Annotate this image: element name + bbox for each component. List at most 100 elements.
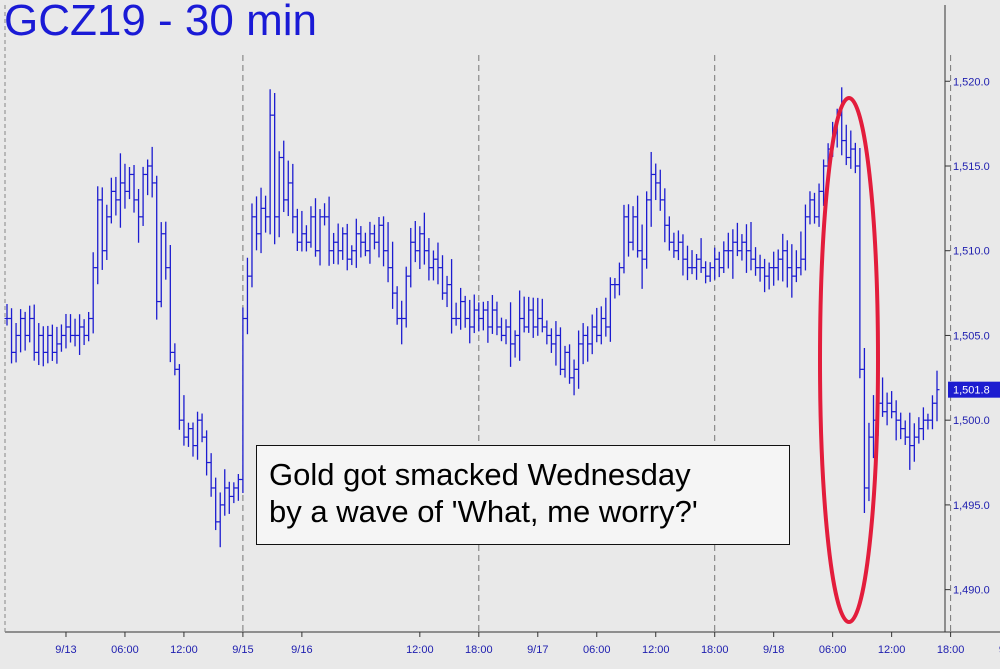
- price-bar: [562, 345, 568, 378]
- x-tick-label: 12:00: [406, 644, 434, 656]
- annotation-line-1: Gold got smacked Wednesday: [269, 457, 691, 492]
- price-bar: [861, 347, 867, 513]
- price-bar: [571, 359, 577, 396]
- price-bar: [430, 250, 436, 281]
- price-bar: [335, 223, 341, 265]
- price-bar: [812, 192, 818, 224]
- price-bar: [485, 300, 491, 343]
- price-bar: [371, 224, 377, 250]
- price-bar: [149, 146, 155, 198]
- y-tick-label: 1,520.0: [953, 76, 990, 88]
- price-bar: [81, 319, 87, 346]
- y-tick-label: 1,500.0: [953, 415, 990, 427]
- price-bar: [884, 392, 890, 426]
- price-bar: [440, 255, 446, 300]
- price-bar: [793, 250, 799, 283]
- price-bar: [784, 240, 790, 288]
- price-bar: [190, 422, 196, 457]
- x-tick-label: 12:00: [642, 644, 670, 656]
- price-bar: [594, 307, 600, 343]
- price-bar: [607, 277, 613, 342]
- price-bar: [739, 234, 745, 261]
- price-bar: [453, 302, 459, 326]
- price-bar: [381, 216, 387, 267]
- price-bar: [176, 364, 182, 430]
- price-bar: [517, 290, 523, 361]
- price-bar: [22, 311, 28, 351]
- price-bar: [58, 324, 64, 352]
- price-bar: [68, 314, 74, 343]
- price-bar: [557, 327, 563, 376]
- price-bar: [857, 147, 863, 379]
- price-bar: [18, 309, 24, 353]
- price-bar: [185, 422, 191, 447]
- price-bar: [449, 259, 455, 334]
- price-bar: [113, 176, 119, 216]
- price-bar: [104, 204, 110, 261]
- price-bar: [498, 317, 504, 342]
- price-bar: [925, 413, 931, 430]
- last-price-tag: [948, 381, 1000, 398]
- price-bar: [412, 220, 418, 263]
- price-bar: [553, 321, 559, 366]
- price-bar: [263, 195, 269, 233]
- price-bar: [40, 326, 46, 367]
- price-bar: [390, 241, 396, 309]
- price-bar: [689, 250, 695, 275]
- x-tick-label: 9/18: [763, 644, 784, 656]
- price-bar: [376, 217, 382, 258]
- price-bar: [317, 209, 323, 266]
- price-bar: [421, 212, 427, 265]
- price-bar: [798, 231, 804, 276]
- price-bar: [521, 296, 527, 333]
- price-bar: [662, 188, 668, 243]
- price-bar: [154, 175, 160, 320]
- price-bar: [222, 469, 228, 516]
- price-bar: [467, 299, 473, 344]
- price-bar: [181, 395, 187, 446]
- price-bar: [902, 420, 908, 445]
- price-bar: [331, 232, 337, 264]
- price-bar: [603, 297, 609, 337]
- price-bar: [589, 314, 595, 355]
- price-bar: [725, 232, 731, 269]
- price-bar: [775, 249, 781, 281]
- price-bar: [544, 320, 550, 345]
- price-bar: [158, 222, 164, 308]
- price-bar: [548, 328, 554, 353]
- price-bar: [471, 294, 477, 334]
- price-bar: [31, 304, 37, 361]
- price-bar: [934, 370, 940, 422]
- price-bar: [344, 223, 350, 271]
- price-bar: [231, 482, 237, 504]
- price-bar: [748, 221, 754, 271]
- price-bar: [308, 206, 314, 248]
- price-bar: [426, 238, 432, 281]
- price-bar: [816, 183, 822, 227]
- price-bar: [362, 232, 368, 257]
- price-bar: [63, 313, 69, 349]
- price-bar: [99, 187, 105, 270]
- price-bar: [644, 191, 650, 269]
- x-tick-label: 9/17: [527, 644, 548, 656]
- price-bar: [462, 295, 468, 328]
- price-bar: [108, 177, 114, 224]
- price-bar: [489, 295, 495, 334]
- y-tick-label: 1,510.0: [953, 246, 990, 258]
- price-bar: [27, 305, 33, 343]
- price-bar: [703, 261, 709, 284]
- price-bar: [267, 89, 273, 235]
- x-tick-label: 9/19: [999, 644, 1000, 656]
- price-bar: [476, 302, 482, 332]
- price-bar: [898, 412, 904, 440]
- price-bar: [576, 330, 582, 389]
- price-bar: [616, 262, 622, 296]
- price-bar: [204, 430, 210, 476]
- price-bar: [508, 302, 514, 367]
- price-bar: [716, 251, 722, 278]
- price-bar: [757, 254, 763, 282]
- price-bar: [72, 318, 78, 347]
- price-bar: [675, 230, 681, 261]
- price-bar: [730, 229, 736, 279]
- price-bar: [9, 308, 15, 364]
